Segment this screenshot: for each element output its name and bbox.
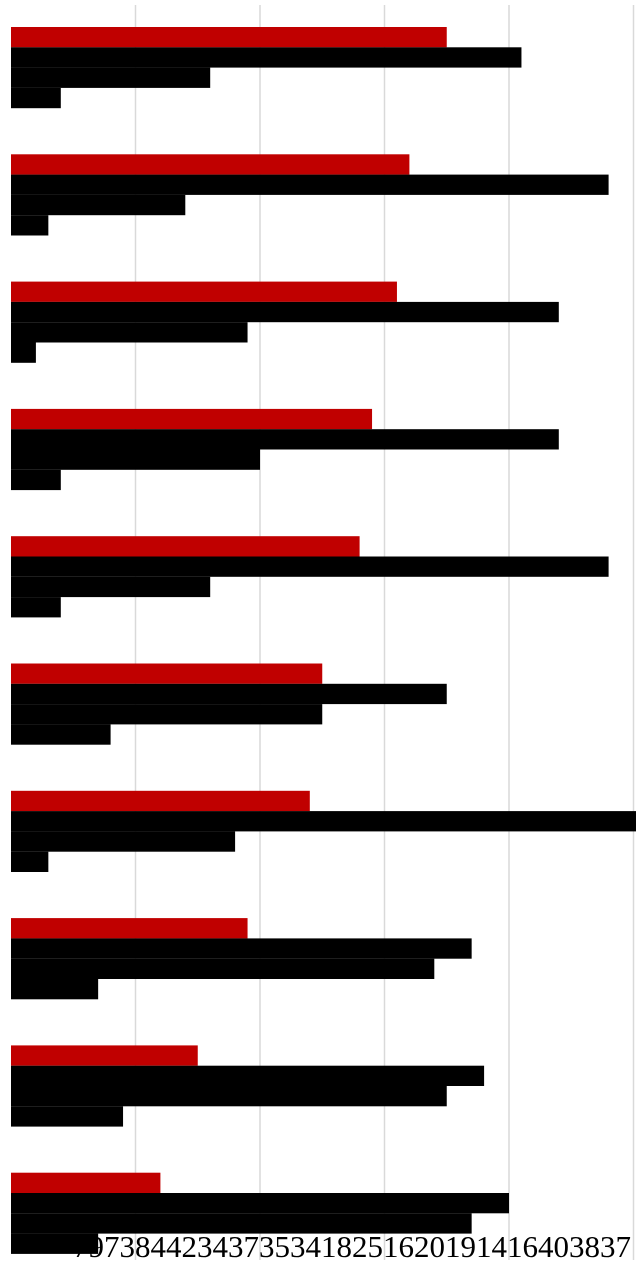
bar-g6-s2 — [11, 683, 447, 705]
bar-g10-s4 — [11, 1233, 99, 1254]
bar-g9-s2 — [11, 1065, 485, 1086]
bar-g4-s4 — [11, 469, 61, 491]
bar-g8-s2 — [11, 938, 472, 959]
bar-g7-s3 — [11, 831, 236, 852]
bar-g10-s3 — [11, 1213, 472, 1234]
bottom-value-text: 797384423437353418251620191416403837 — [73, 1229, 631, 1264]
bar-group-4 — [11, 408, 559, 491]
bar-group-7 — [11, 790, 636, 872]
bar-g10-s1 — [11, 1172, 161, 1193]
bar-group-8 — [11, 918, 472, 1000]
bar-group-9 — [11, 1045, 485, 1127]
bar-g3-s2 — [11, 301, 559, 323]
bar-g5-s1 — [11, 536, 360, 557]
bar-g6-s4 — [11, 724, 111, 745]
bar-group-6 — [11, 663, 447, 745]
bar-group-5 — [11, 536, 609, 618]
bar-g4-s1 — [11, 408, 373, 430]
bar-g2-s1 — [11, 154, 410, 175]
bar-g1-s1 — [11, 27, 447, 48]
bar-g1-s4 — [11, 87, 61, 109]
bar-g7-s1 — [11, 790, 310, 812]
bar-g8-s4 — [11, 979, 99, 1000]
bar-g9-s4 — [11, 1106, 124, 1127]
bar-g4-s3 — [11, 449, 260, 470]
bar-g2-s2 — [11, 174, 609, 195]
bar-g7-s2 — [11, 811, 636, 832]
bar-g1-s2 — [11, 47, 522, 68]
bar-g2-s3 — [11, 194, 186, 216]
bar-g8-s3 — [11, 958, 435, 979]
bar-g3-s1 — [11, 281, 397, 302]
bar-g5-s2 — [11, 556, 609, 577]
bar-g9-s1 — [11, 1045, 198, 1066]
bar-g3-s4 — [11, 342, 36, 363]
bars — [11, 27, 636, 1254]
bar-group-2 — [11, 154, 609, 236]
bar-g6-s3 — [11, 704, 323, 725]
bar-g3-s3 — [11, 322, 248, 343]
bar-g6-s1 — [11, 663, 323, 684]
bar-group-10 — [11, 1172, 509, 1254]
bar-g1-s3 — [11, 67, 211, 88]
bar-g5-s3 — [11, 576, 211, 598]
bar-g9-s3 — [11, 1086, 447, 1107]
bar-g5-s4 — [11, 597, 61, 618]
bar-g8-s1 — [11, 918, 248, 939]
bar-g2-s4 — [11, 215, 49, 236]
bar-g7-s4 — [11, 851, 49, 872]
bar-group-1 — [11, 27, 522, 109]
bar-g10-s2 — [11, 1193, 509, 1214]
bar-g4-s2 — [11, 429, 559, 450]
bar-group-3 — [11, 281, 559, 363]
